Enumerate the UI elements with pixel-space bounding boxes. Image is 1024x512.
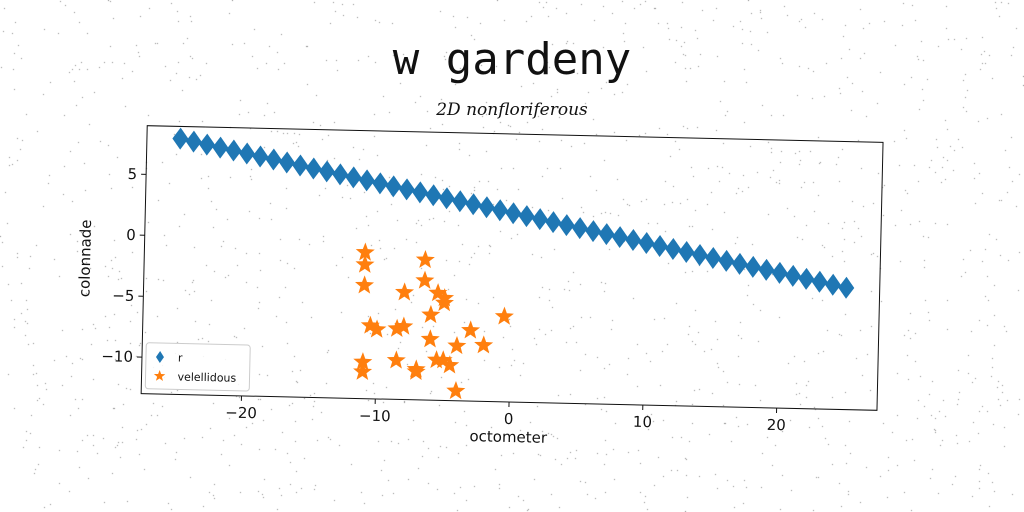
data-point-r: [185, 130, 202, 153]
data-point-r: [731, 252, 748, 275]
data-point-velellidous: [406, 361, 426, 381]
data-point-r: [278, 151, 295, 174]
data-point-r: [705, 246, 722, 269]
data-point-r: [385, 175, 402, 198]
data-point-r: [691, 243, 708, 266]
legend-marker-velellidous: [153, 370, 166, 381]
data-point-velellidous: [415, 270, 435, 289]
data-point-r: [824, 273, 841, 296]
data-point-r: [452, 190, 469, 213]
data-point-r: [558, 214, 575, 237]
data-point-r: [638, 232, 655, 255]
legend-label-velellidous: velellidous: [177, 370, 236, 384]
data-point-r: [838, 276, 855, 299]
data-point-velellidous: [415, 249, 435, 269]
data-point-velellidous: [386, 350, 406, 369]
data-point-r: [798, 267, 815, 290]
data-point-velellidous: [367, 319, 387, 338]
data-point-velellidous: [387, 318, 407, 337]
data-point-r: [785, 264, 802, 287]
data-point-velellidous: [428, 283, 448, 302]
data-point-velellidous: [474, 335, 494, 354]
data-point-r: [571, 217, 588, 240]
data-point-r: [745, 255, 762, 278]
data-point-r: [598, 223, 615, 246]
data-point-r: [518, 205, 535, 228]
x-tick-label: 20: [766, 416, 785, 434]
data-point-r: [225, 139, 242, 162]
data-point-r: [771, 261, 788, 284]
data-point-r: [372, 172, 389, 195]
chart-subtitle: 2D nonfloriferous: [436, 100, 588, 120]
data-point-r: [492, 199, 509, 222]
data-point-velellidous: [353, 352, 373, 371]
y-tick-label: −5: [112, 286, 135, 304]
data-point-r: [265, 148, 282, 171]
legend-label-r: r: [178, 351, 183, 364]
data-point-r: [305, 157, 322, 180]
data-point-velellidous: [355, 254, 375, 273]
x-tick-label: −20: [225, 404, 257, 423]
y-tick-label: −10: [101, 347, 133, 366]
data-point-velellidous: [440, 355, 460, 374]
data-point-velellidous: [434, 293, 454, 312]
data-point-r: [718, 249, 735, 272]
data-point-velellidous: [353, 361, 373, 381]
data-point-r: [345, 166, 362, 189]
data-point-r: [505, 202, 522, 225]
data-point-r: [425, 184, 442, 207]
data-point-r: [585, 220, 602, 243]
data-point-r: [625, 229, 642, 252]
x-tick-label: −10: [359, 407, 391, 426]
data-point-velellidous: [447, 335, 467, 355]
data-point-r: [678, 240, 695, 263]
data-point-velellidous: [355, 242, 375, 261]
data-point-r: [238, 142, 255, 165]
data-point-r: [172, 127, 189, 150]
data-point-r: [292, 154, 309, 177]
legend: r velellidous: [144, 342, 251, 392]
data-point-r: [332, 163, 349, 186]
legend-box: [144, 342, 251, 392]
x-tick-label: 10: [633, 413, 652, 431]
data-point-velellidous: [421, 304, 441, 324]
data-point-velellidous: [461, 320, 481, 339]
data-point-r: [545, 211, 562, 234]
y-tick-label: 5: [127, 165, 137, 183]
data-point-velellidous: [446, 381, 466, 400]
data-point-r: [758, 258, 775, 281]
data-point-r: [811, 270, 828, 293]
data-point-r: [212, 136, 229, 159]
data-point-r: [465, 193, 482, 216]
data-point-r: [611, 226, 628, 249]
plot-area: −20 −10 0 10 20 5 0 −5 −10 octometer colonnade r vel…: [75, 125, 884, 447]
data-point-r: [199, 133, 216, 156]
data-point-r: [531, 208, 548, 231]
data-point-velellidous: [355, 275, 375, 294]
data-point-r: [252, 145, 269, 168]
y-tick-label: 0: [126, 226, 136, 244]
data-point-r: [412, 181, 429, 204]
chart-title: w gardeny: [392, 34, 632, 85]
data-point-r: [651, 235, 668, 258]
data-point-velellidous: [360, 315, 380, 334]
legend-marker-r: [155, 351, 164, 364]
data-point-velellidous: [494, 306, 514, 325]
y-axis-label: colonnade: [75, 219, 95, 297]
x-tick-label: 0: [504, 410, 514, 428]
data-point-r: [478, 196, 495, 219]
data-point-r: [438, 187, 455, 210]
data-point-velellidous: [395, 282, 415, 301]
data-point-r: [398, 178, 415, 201]
data-point-velellidous: [420, 329, 440, 348]
data-point-r: [318, 160, 335, 183]
data-point-r: [665, 237, 682, 260]
data-point-r: [358, 169, 375, 192]
data-point-velellidous: [426, 350, 446, 369]
x-axis-label: octometer: [469, 427, 548, 447]
